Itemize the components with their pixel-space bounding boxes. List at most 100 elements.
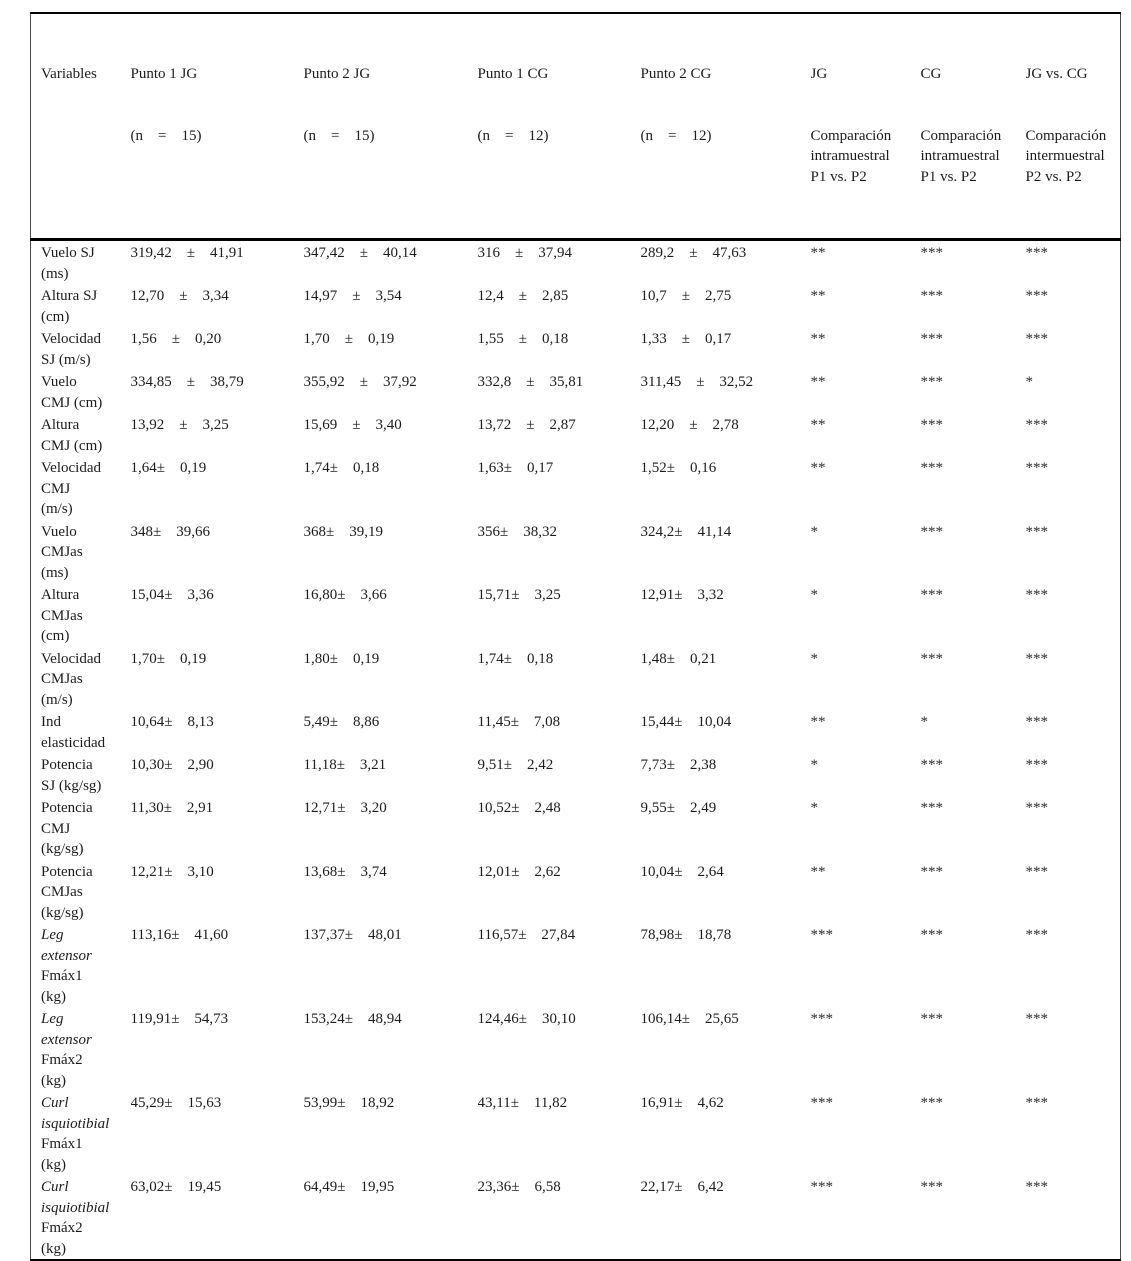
cell-punto2-cg: 289,2 ± 47,63 [640, 245, 747, 261]
cell-sig-jg-vs-cg: *** [1025, 587, 1049, 603]
table-row: Potencia CMJas (kg/sg) 12,21± 3,10 13,68… [31, 860, 1121, 924]
cell-sig-jg-vs-cg: *** [1025, 650, 1049, 667]
cell-sig-cg: *** [920, 1179, 944, 1195]
cell-punto1-cg: 316 ± 37,94 [477, 245, 572, 261]
cell-punto1-jg: 45,29± 15,63 [130, 1095, 222, 1111]
cell-punto1-jg: 319,42 ± 41,91 [130, 245, 244, 261]
cell-punto1-cg: 9,51± 2,42 [477, 757, 554, 773]
cell-punto2-jg: 14,97 ± 3,54 [303, 288, 402, 304]
cell-sig-jg: * [810, 587, 819, 603]
cell-sig-cg: *** [920, 587, 944, 603]
table-row: Altura SJ (cm) 12,70 ± 3,34 14,97 ± 3,54… [31, 284, 1121, 327]
cell-variable: Velocidad CMJas (m/s) [31, 647, 131, 711]
header-punto2-cg: Punto 2 CG (n = 12) [640, 13, 811, 241]
header-comparison-desc: Comparación intramuestral P1 vs. P2 [920, 127, 1002, 185]
table-row: Leg extensor Fmáx2 (kg) 119,91± 54,73 15… [31, 1007, 1121, 1091]
cell-punto2-jg: 137,37± 48,01 [303, 927, 402, 943]
cell-punto1-jg: 1,64± 0,19 [130, 460, 207, 476]
cell-punto1-jg: 10,30± 2,90 [130, 757, 214, 773]
cell-sig-jg-vs-cg: *** [1025, 757, 1049, 773]
cell-variable: Leg extensor Fmáx1 (kg) [31, 923, 131, 1007]
cell-punto1-cg: 356± 38,32 [477, 523, 557, 540]
variable-name: Altura CMJ (cm) [41, 417, 103, 454]
header-label: JG vs. CG [1025, 66, 1088, 82]
results-table-wrapper: Variables Punto 1 JG (n = 15) Punto 2 JG… [30, 12, 1121, 1261]
cell-punto1-jg: 1,70± 0,19 [130, 650, 207, 667]
cell-punto2-cg: 12,20 ± 2,78 [640, 417, 739, 433]
variable-name: Potencia CMJ (kg/sg) [41, 800, 93, 857]
table-row: Vuelo CMJas (ms) 348± 39,66 368± 39,19 3… [31, 520, 1121, 584]
cell-variable: Potencia CMJ (kg/sg) [31, 796, 131, 860]
cell-sig-cg: *** [920, 1095, 944, 1111]
cell-variable: Potencia SJ (kg/sg) [31, 753, 131, 796]
cell-variable: Vuelo CMJ (cm) [31, 370, 131, 413]
cell-sig-jg-vs-cg: *** [1025, 1179, 1049, 1195]
header-label: JG [810, 66, 828, 82]
cell-variable: Ind elasticidad [31, 710, 131, 753]
cell-punto2-jg: 13,68± 3,74 [303, 863, 387, 880]
variable-name: Vuelo SJ (ms) [41, 245, 95, 282]
cell-punto2-jg: 16,80± 3,66 [303, 587, 387, 603]
cell-punto1-cg: 1,55 ± 0,18 [477, 331, 569, 347]
variable-name-italic: Leg extensor [41, 927, 92, 964]
cell-sig-cg: *** [920, 800, 944, 816]
variable-name: Fmáx2 (kg) [41, 1052, 83, 1089]
cell-sig-jg: * [810, 757, 819, 773]
cell-sig-cg: *** [920, 417, 944, 433]
cell-punto2-cg: 10,04± 2,64 [640, 863, 724, 880]
cell-punto2-cg: 311,45 ± 32,52 [640, 374, 754, 390]
cell-sig-jg: ** [810, 417, 826, 433]
table-row: Altura CMJas (cm) 15,04± 3,36 16,80± 3,6… [31, 583, 1121, 647]
header-label: Punto 2 JG [303, 66, 371, 82]
cell-sig-jg: *** [810, 1011, 834, 1027]
cell-sig-jg-vs-cg: *** [1025, 800, 1049, 816]
header-cg-comparison: CG Comparación intramuestral P1 vs. P2 [920, 13, 1026, 241]
header-jg-comparison: JG Comparación intramuestral P1 vs. P2 [810, 13, 921, 241]
cell-sig-jg-vs-cg: *** [1025, 417, 1049, 433]
header-sample-size: (n = 15) [303, 127, 375, 144]
cell-sig-jg: *** [810, 927, 834, 943]
cell-punto1-cg: 124,46± 30,10 [477, 1011, 576, 1027]
table-row: Velocidad SJ (m/s) 1,56 ± 0,20 1,70 ± 0,… [31, 327, 1121, 370]
cell-punto1-cg: 13,72 ± 2,87 [477, 417, 576, 433]
table-row: Curl isquiotibial Fmáx1 (kg) 45,29± 15,6… [31, 1091, 1121, 1175]
variable-name: Potencia CMJas (kg/sg) [41, 863, 93, 921]
variable-name: Ind elasticidad [41, 714, 106, 751]
header-label: Punto 1 JG [130, 66, 198, 82]
variable-name-italic: Leg extensor [41, 1011, 92, 1048]
variable-name: Vuelo CMJas (ms) [41, 523, 83, 581]
cell-punto2-cg: 22,17± 6,42 [640, 1179, 724, 1195]
cell-punto2-jg: 5,49± 8,86 [303, 714, 380, 730]
cell-punto1-cg: 1,74± 0,18 [477, 650, 554, 667]
table-row: Ind elasticidad 10,64± 8,13 5,49± 8,86 1… [31, 710, 1121, 753]
cell-punto2-cg: 1,33 ± 0,17 [640, 331, 732, 347]
cell-punto2-jg: 11,18± 3,21 [303, 757, 387, 773]
cell-punto2-jg: 64,49± 19,95 [303, 1179, 395, 1195]
cell-punto1-jg: 334,85 ± 38,79 [130, 374, 244, 390]
cell-sig-cg: *** [920, 757, 944, 773]
cell-punto2-jg: 347,42 ± 40,14 [303, 245, 417, 261]
cell-punto2-cg: 324,2± 41,14 [640, 523, 732, 540]
table-row: Altura CMJ (cm) 13,92 ± 3,25 15,69 ± 3,4… [31, 413, 1121, 456]
cell-sig-jg-vs-cg: *** [1025, 331, 1049, 347]
cell-sig-jg: ** [810, 714, 826, 730]
cell-punto1-cg: 12,4 ± 2,85 [477, 288, 569, 304]
cell-sig-cg: *** [920, 460, 944, 476]
table-body: Vuelo SJ (ms) 319,42 ± 41,91 347,42 ± 40… [31, 240, 1121, 1261]
header-punto1-cg: Punto 1 CG (n = 12) [477, 13, 641, 241]
cell-punto2-jg: 355,92 ± 37,92 [303, 374, 417, 390]
cell-sig-cg: *** [920, 245, 944, 261]
cell-variable: Velocidad CMJ (m/s) [31, 456, 131, 520]
cell-punto1-cg: 332,8 ± 35,81 [477, 374, 584, 390]
cell-variable: Altura CMJas (cm) [31, 583, 131, 647]
cell-sig-jg-vs-cg: *** [1025, 927, 1049, 943]
cell-punto2-cg: 106,14± 25,65 [640, 1011, 739, 1027]
cell-sig-jg: ** [810, 863, 826, 880]
cell-variable: Velocidad SJ (m/s) [31, 327, 131, 370]
cell-punto2-jg: 1,70 ± 0,19 [303, 331, 395, 347]
cell-punto1-jg: 10,64± 8,13 [130, 714, 214, 730]
cell-punto1-jg: 348± 39,66 [130, 523, 210, 540]
cell-sig-cg: *** [920, 523, 944, 540]
cell-punto2-jg: 1,74± 0,18 [303, 460, 380, 476]
cell-punto2-jg: 12,71± 3,20 [303, 800, 387, 816]
